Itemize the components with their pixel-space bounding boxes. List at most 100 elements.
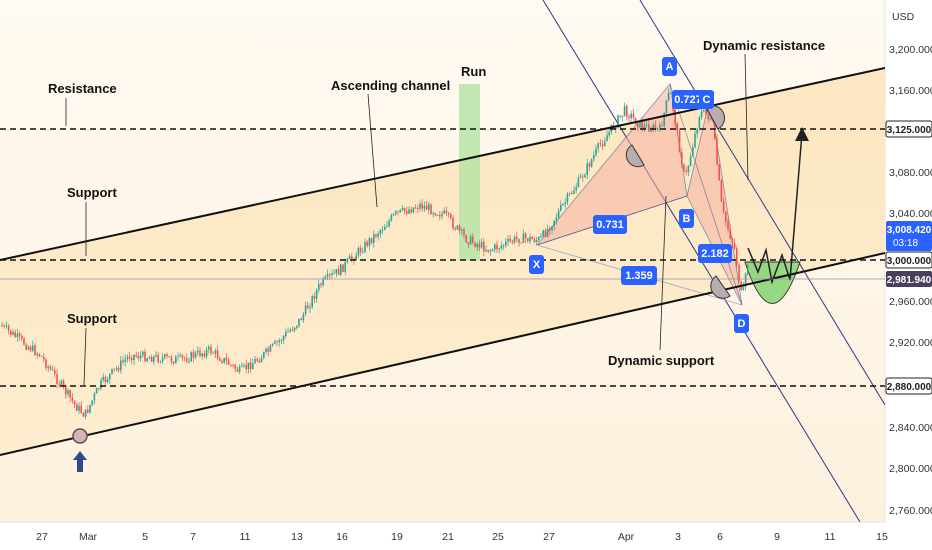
candle-body [67, 390, 69, 395]
candle-body [489, 250, 492, 252]
candle-body [120, 360, 122, 371]
candle-body [370, 238, 373, 243]
time-tick-label: 15 [876, 531, 888, 543]
candle-body [366, 241, 368, 246]
candle-body [344, 262, 346, 272]
candle-body [430, 204, 432, 215]
candle-body [599, 143, 602, 145]
point-label-x: X [529, 255, 544, 274]
candle-body [241, 365, 243, 367]
candle-body [623, 106, 626, 116]
projected-path [747, 132, 803, 285]
candle-body [56, 373, 58, 384]
candle-body [441, 213, 443, 217]
candle-body [434, 213, 437, 216]
candle-body [271, 343, 274, 346]
candle-body [238, 366, 241, 372]
candle-body [84, 409, 87, 417]
time-tick-label: 3 [675, 531, 681, 543]
price-tag-3125: 3,125.000 [885, 120, 932, 138]
price-axis[interactable]: 3,200.000 3,160.000 3,080.000 3,040.000 2,96… [889, 44, 932, 517]
candle-body [65, 385, 67, 395]
candle-body [175, 356, 177, 364]
candle-body [106, 379, 109, 382]
svg-text:2.182: 2.182 [701, 248, 729, 260]
candle-body [78, 405, 80, 411]
candle-body [381, 229, 384, 231]
candle-body [73, 400, 76, 405]
candle-body [225, 357, 228, 361]
candlestick-series [1, 88, 749, 420]
candle-body [47, 366, 49, 369]
candle-body [375, 234, 377, 237]
candle-body [285, 331, 287, 337]
candle-body [137, 356, 140, 359]
candle-body [733, 243, 736, 249]
candle-body [395, 211, 397, 214]
candle-body [388, 220, 390, 226]
candle-body [29, 346, 32, 351]
candle-body [36, 353, 38, 356]
candle-body [210, 346, 212, 354]
candle-body [535, 240, 538, 243]
candle-body [483, 241, 485, 252]
candle-body [683, 164, 685, 171]
candle-body [166, 354, 168, 357]
price-tick-label: 3,080.000 [889, 167, 932, 179]
candle-body [628, 116, 630, 119]
candle-body [60, 380, 63, 385]
candle-body [707, 114, 709, 120]
price-tick-label: 2,920.000 [889, 337, 932, 349]
candle-body [648, 124, 650, 132]
candle-body [274, 341, 276, 344]
candle-body [465, 235, 467, 243]
svg-text:3,125.000: 3,125.000 [887, 125, 932, 136]
candle-body [593, 155, 595, 160]
candle-body [135, 354, 137, 357]
candle-body [256, 359, 258, 361]
candle-body [12, 332, 14, 335]
candle-body [553, 220, 555, 227]
price-tick-label: 3,160.000 [889, 85, 932, 97]
candle-body [577, 177, 580, 187]
candle-body [109, 373, 111, 380]
time-tick-label: 21 [442, 531, 454, 543]
candle-body [23, 338, 25, 345]
label-ascending-channel: Ascending channel [331, 78, 450, 93]
candle-body [436, 215, 439, 216]
candle-body [663, 112, 665, 127]
candle-body [674, 109, 676, 125]
candle-body [115, 367, 118, 369]
candle-body [727, 221, 729, 230]
time-tick-label: 13 [291, 531, 303, 543]
candle-body [601, 144, 604, 146]
candle-body [626, 106, 628, 117]
candle-body [300, 318, 302, 321]
candle-body [546, 228, 549, 237]
candle-body [252, 363, 254, 370]
candle-body [102, 376, 104, 381]
candle-body [498, 248, 500, 250]
candle-body [568, 193, 571, 194]
svg-text:X: X [533, 259, 541, 271]
candle-body [549, 228, 551, 231]
candle-body [560, 204, 562, 211]
candle-body [421, 203, 423, 209]
candle-body [205, 349, 208, 357]
candle-body [685, 170, 687, 173]
candle-body [170, 357, 173, 362]
candle-body [177, 356, 179, 357]
candle-body [659, 125, 661, 129]
candle-body [474, 242, 476, 248]
candle-body [639, 121, 641, 128]
candle-body [368, 238, 371, 246]
candle-body [390, 215, 393, 221]
time-tick-label: 16 [336, 531, 348, 543]
candle-body [500, 245, 503, 249]
support-touch-marker[interactable] [72, 428, 88, 444]
candle-body [342, 264, 344, 272]
candle-body [282, 336, 285, 341]
time-axis[interactable]: 27 Mar 5 7 11 13 16 19 21 25 27 Apr 3 6 9 11 15 [36, 531, 888, 543]
candle-body [491, 249, 494, 251]
